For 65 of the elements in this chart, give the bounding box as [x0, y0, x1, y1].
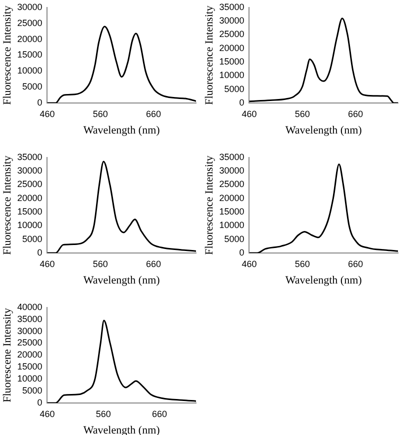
- y-axis-title: Fluorescene Intensity: [1, 308, 14, 402]
- y-tick-label: 35000: [219, 2, 244, 12]
- y-tick-label: 0: [37, 247, 42, 258]
- x-tick-label: 560: [294, 258, 310, 269]
- y-tick-label: 30000: [219, 166, 244, 176]
- y-tick-label: 20000: [17, 350, 42, 360]
- y-tick-label: 15000: [17, 206, 42, 217]
- y-tick-label: 25000: [17, 338, 42, 348]
- y-tick-label: 5000: [22, 234, 42, 244]
- x-axis-title: Wavelength (nm): [83, 124, 160, 136]
- x-tick-label: 560: [92, 108, 108, 119]
- y-tick-label: 0: [37, 97, 42, 108]
- line-series: [47, 160, 196, 253]
- x-tick-label: 460: [242, 258, 257, 269]
- y-tick-label: 35000: [17, 314, 42, 324]
- y-tick-label: 0: [37, 397, 42, 408]
- y-tick-label: 10000: [219, 220, 244, 230]
- y-tick-label: 15000: [219, 56, 244, 67]
- y-tick-label: 25000: [219, 29, 244, 40]
- y-tick-label: 35000: [17, 152, 42, 162]
- y-tick-label: 40000: [17, 302, 42, 312]
- y-tick-label: 25000: [17, 179, 42, 190]
- x-axis-title: Wavelength (nm): [285, 274, 362, 286]
- x-tick-label: 660: [348, 108, 364, 119]
- y-tick-label: 20000: [17, 192, 42, 203]
- y-tick-label: 5000: [224, 84, 244, 94]
- y-tick-label: 10000: [17, 374, 42, 384]
- y-tick-label: 20000: [17, 34, 42, 44]
- x-tick-label: 560: [92, 258, 108, 269]
- y-axis-title: Fluorescence Intensity: [203, 5, 216, 105]
- x-tick-label: 460: [40, 108, 55, 119]
- y-tick-label: 5000: [224, 234, 244, 244]
- x-tick-label: 660: [348, 258, 364, 269]
- x-tick-label: 560: [294, 108, 310, 119]
- x-tick-label: 660: [146, 258, 162, 269]
- y-tick-label: 20000: [219, 42, 244, 53]
- x-axis-title: Wavelength (nm): [285, 124, 362, 136]
- y-tick-label: 15000: [17, 50, 42, 60]
- x-tick-label: 460: [40, 258, 55, 269]
- y-axis-title: Fluorescence Intensity: [1, 5, 14, 105]
- y-tick-label: 25000: [17, 18, 42, 28]
- y-tick-label: 15000: [17, 362, 42, 372]
- y-tick-label: 30000: [17, 2, 42, 12]
- y-tick-label: 25000: [219, 179, 244, 190]
- y-tick-label: 0: [239, 247, 244, 258]
- y-tick-label: 15000: [219, 206, 244, 217]
- x-axis-title: Wavelength (nm): [83, 274, 160, 286]
- y-axis-title: Fluorescence Intensity: [1, 155, 14, 255]
- y-tick-label: 0: [239, 97, 244, 108]
- y-tick-label: 30000: [17, 326, 42, 336]
- y-tick-label: 35000: [219, 152, 244, 162]
- x-tick-label: 460: [242, 108, 257, 119]
- x-tick-label: 660: [152, 408, 168, 419]
- x-tick-label: 560: [96, 408, 111, 419]
- x-tick-label: 460: [40, 408, 55, 419]
- y-tick-label: 30000: [219, 16, 244, 26]
- y-tick-label: 20000: [219, 192, 244, 203]
- y-tick-label: 10000: [17, 220, 42, 230]
- y-tick-label: 10000: [17, 66, 42, 76]
- x-tick-label: 660: [146, 108, 162, 119]
- y-tick-label: 5000: [22, 82, 42, 92]
- y-tick-label: 30000: [17, 166, 42, 176]
- y-tick-label: 5000: [22, 386, 42, 396]
- y-axis-title: Fluorescence Intensity: [203, 155, 216, 255]
- y-tick-label: 10000: [219, 70, 244, 80]
